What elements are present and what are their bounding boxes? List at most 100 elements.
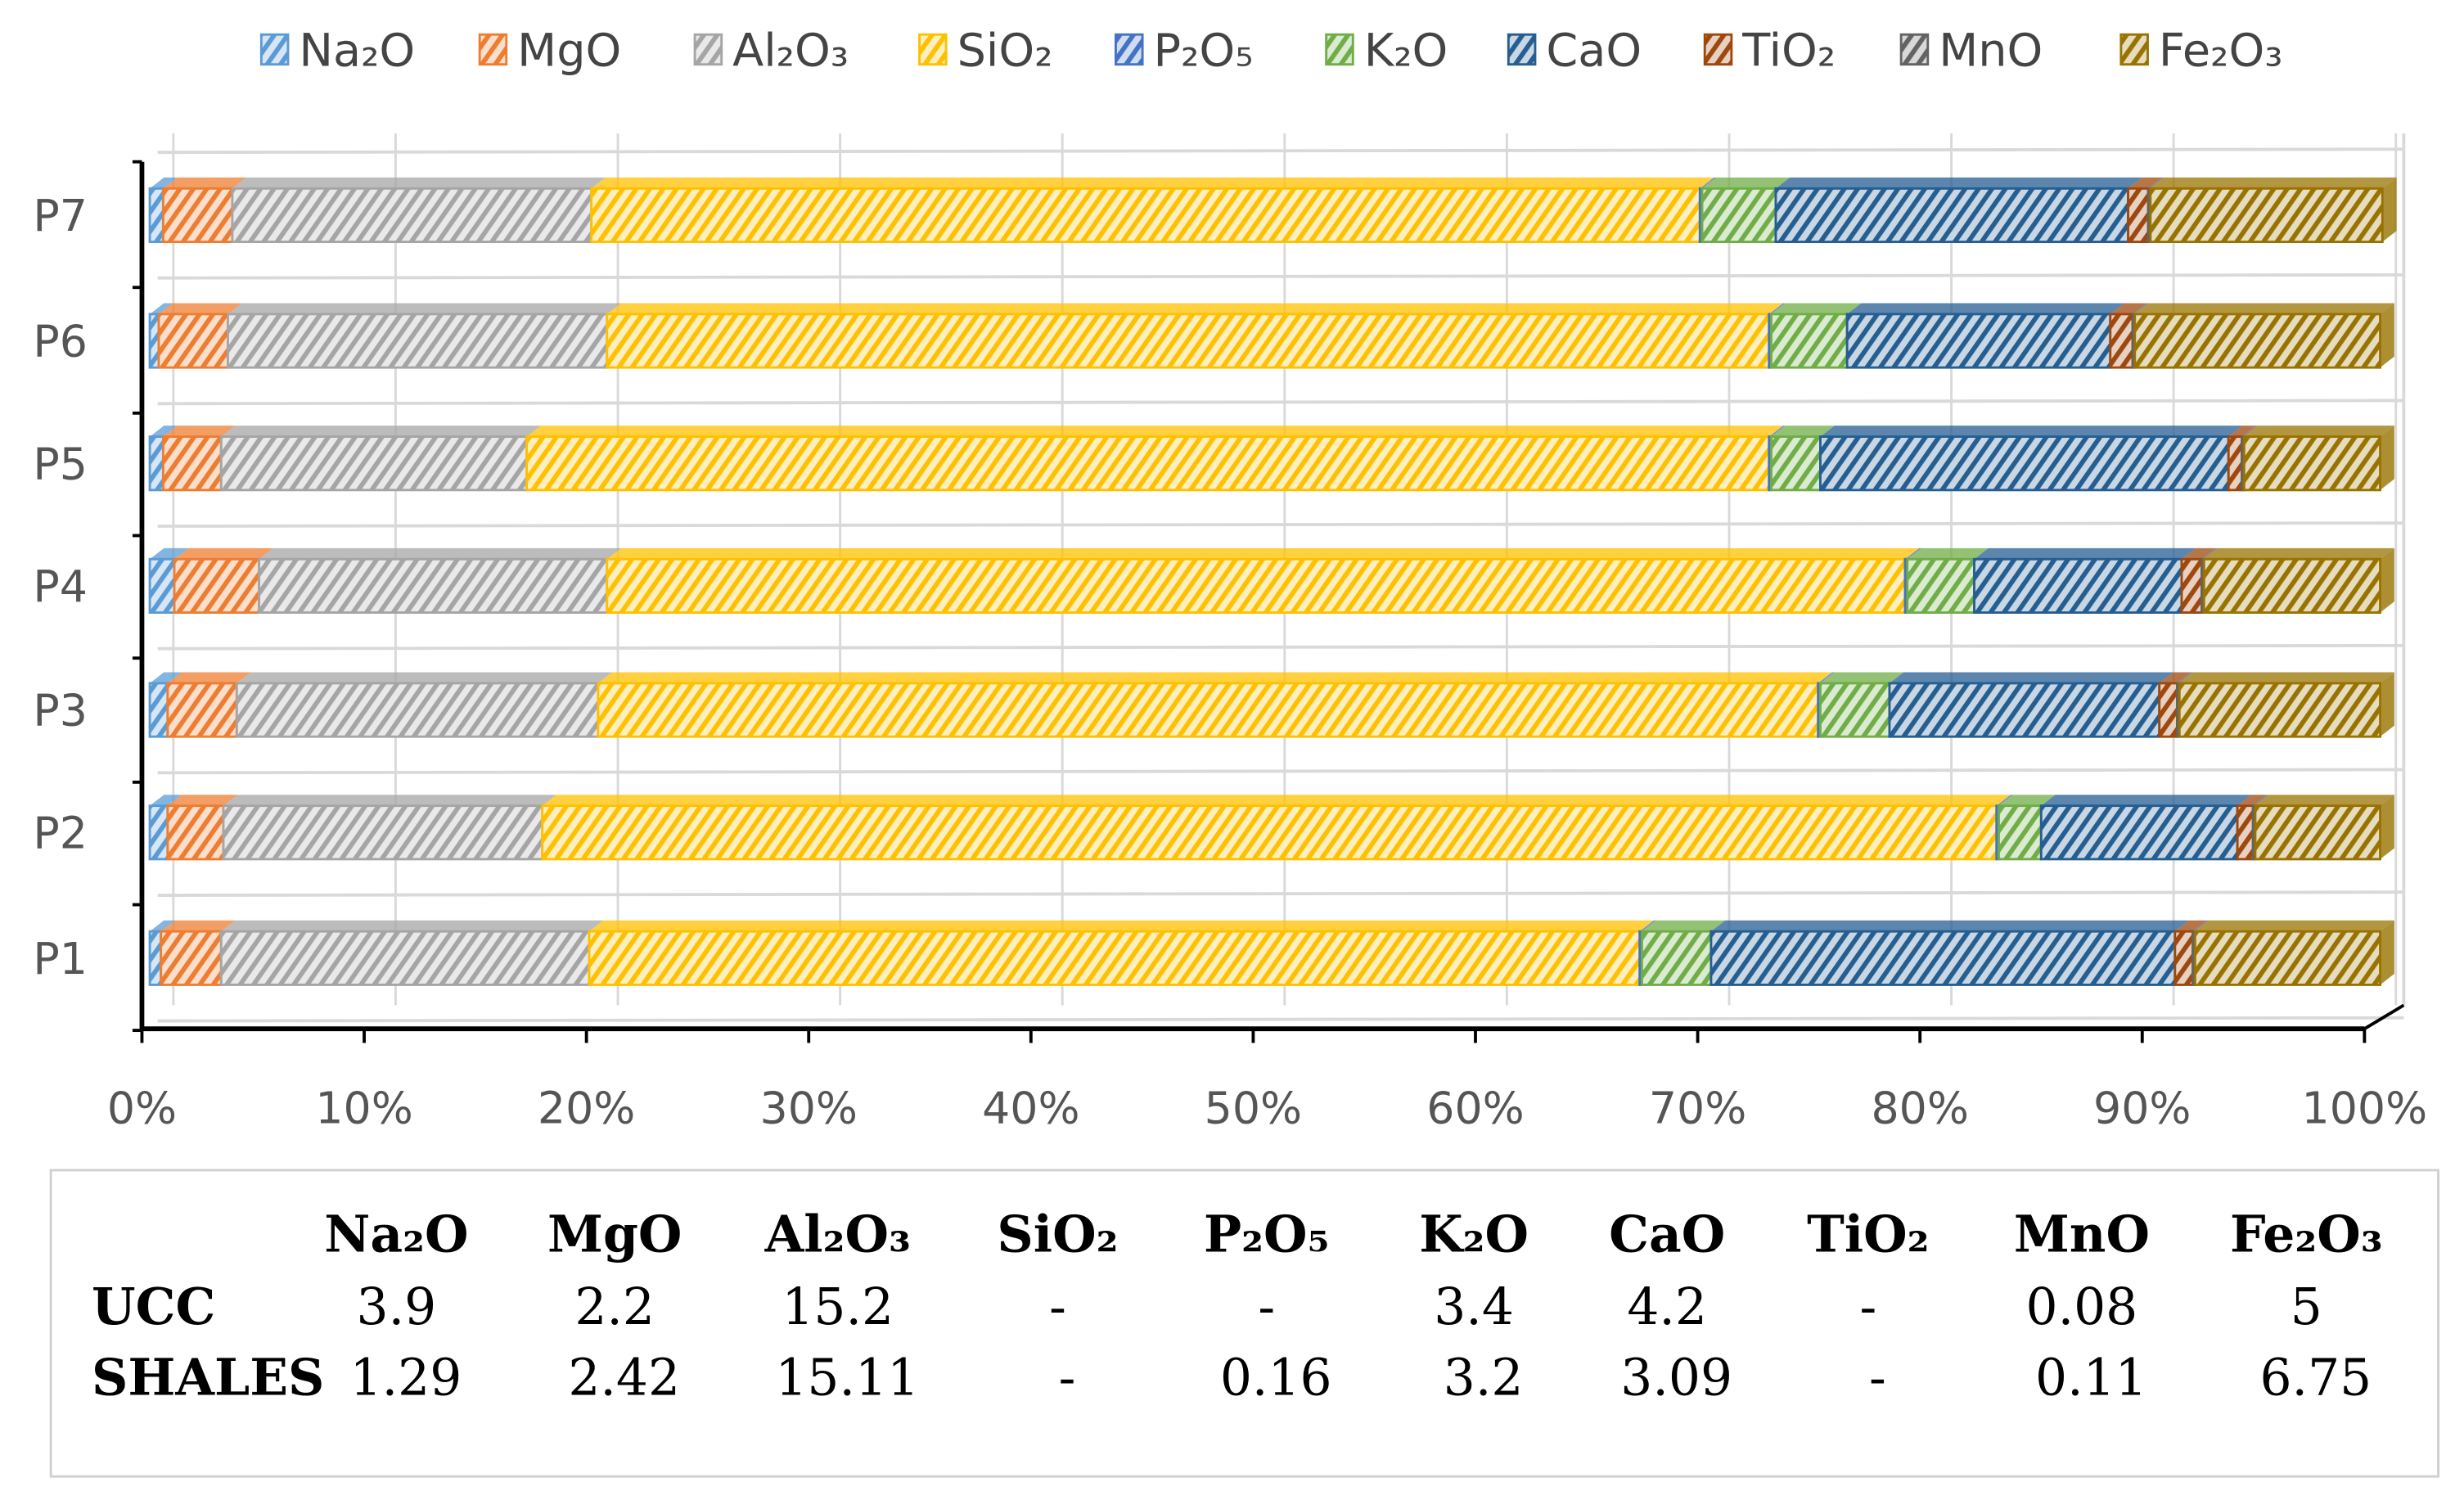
bar-top-P5-1 [163,426,236,437]
reference-table: Na₂O MgO Al₂O₃ SiO₂ P₂O₅ K₂O CaO TiO₂ MnO Fe₂O₃ UC… [49,1169,2440,1478]
bar-segment [541,804,1998,861]
x-tick-label: 10% [315,1082,412,1133]
bar-side [2380,795,2394,859]
bar-segment [2173,930,2195,986]
bar-P7: P7 [33,177,2397,244]
table-cell: 3.2 [1444,1349,1524,1407]
bar-P4: P4 [33,547,2394,614]
table-header: Fe₂O₃ [2230,1205,2383,1264]
bar-top-P6-9 [2134,303,2394,314]
bar-segment [166,682,238,738]
bar-top-P1-1 [160,920,236,932]
bar-top-P2-9 [2255,795,2394,806]
bar-top-P3-2 [236,672,613,683]
table-header: Al₂O₃ [764,1205,911,1264]
bar-segment [1845,313,2112,369]
bar-segment [166,804,225,861]
bar-segment [161,187,234,244]
axes: 0% 10% 20% 30% 40% 50% 60% 70% 80% 90% 100% [107,160,2428,1133]
bar-top-P2-8 [2253,795,2270,806]
bar-top-P5-9 [2244,426,2394,437]
category-label: P7 [33,190,88,241]
legend-item: Na₂O [259,25,415,78]
table-cell: 5 [2291,1278,2322,1336]
bar-top-P7-5 [1702,177,1791,189]
table-cell: - [1059,1349,1076,1407]
bar-top-P2-4 [1996,795,2013,806]
bar-top-P4-0 [150,547,189,560]
bar-top-P6-4 [1768,303,1786,314]
bar-side [2380,303,2394,368]
bar-top-P3-5 [1820,672,1904,683]
bar-top-P3-8 [2177,672,2194,683]
bar-top-P6-6 [1847,303,2125,314]
bar-top-P7-4 [1700,177,1717,189]
bar-top-P1-6 [1710,920,2190,932]
bar-top-P5-7 [2228,426,2256,437]
bar-top-P2-2 [223,795,557,806]
bar-P5: P5 [33,426,2394,492]
bar-top-P3-3 [597,672,1833,683]
bar-top-P1-8 [2192,920,2209,932]
bar-top-P2-6 [2041,795,2252,806]
bar-segment [2039,804,2239,861]
bar-segment [590,187,1701,244]
bar-segment [2242,435,2382,492]
table-cell: 15.11 [775,1349,919,1407]
bar-top-P4-6 [1974,547,2196,560]
legend-item: MgO [478,25,621,78]
gridlines [157,133,2406,1023]
bar-top-P5-4 [1768,426,1786,437]
bar-top-P6-1 [158,303,242,314]
bar-top-P7-1 [163,177,247,189]
category-label: P1 [33,933,88,984]
bar-P2: P2 [33,795,2394,861]
bar-segment [222,804,544,861]
bar-top-P5-6 [1820,426,2243,437]
bar-segment [160,930,223,986]
legend-item: P₂O₅ [1115,25,1254,78]
legend-swatch [2119,33,2149,66]
bar-segment [2254,804,2382,861]
x-tick-label: 60% [1426,1082,1524,1133]
legend-label: SiO₂ [957,25,1053,78]
bar-segment [231,187,593,244]
table-row-label: SHALES [92,1348,324,1407]
table-cell: - [1258,1278,1275,1336]
x-tick-label: 80% [1871,1082,1968,1133]
table-cell: 4.2 [1627,1278,1707,1336]
bar-top-P3-0 [150,672,182,683]
bar-top-P1-7 [2174,920,2207,932]
bar-segment [1819,682,1891,738]
bar-segment [2178,682,2382,738]
bar-top-P4-5 [1907,547,1989,560]
legend-label: P₂O₅ [1154,25,1254,78]
category-label: P4 [33,561,88,612]
legend-swatch [1507,33,1537,66]
table-cell: 0.16 [1220,1349,1332,1407]
table-cell: - [1869,1349,1886,1407]
table-cell: 3.9 [357,1278,437,1336]
category-label: P6 [33,316,88,367]
bar-segment [148,557,176,614]
legend-item: Al₂O₃ [693,25,849,78]
bar-top-P5-0 [150,426,178,437]
x-tick-label: 100% [2302,1082,2428,1133]
bar-segment [227,313,609,369]
bar-top-P2-0 [150,795,182,806]
table-cell: 1.29 [350,1349,462,1407]
bar-top-P4-9 [2204,547,2394,560]
bar-top-P7-0 [150,177,178,189]
gridline-horizontal [157,147,2404,155]
gridline-horizontal [157,768,2404,775]
bar-top-P5-2 [221,426,541,437]
bar-top-P1-0 [150,920,175,932]
bar-top-P5-8 [2241,426,2259,437]
bar-top-P3-4 [1818,672,1835,683]
bar-top-P1-5 [1642,920,1726,932]
gridline-horizontal [157,890,2404,897]
bar-P6: P6 [33,303,2394,369]
bar-top-P7-2 [232,177,606,189]
bar-segment [1640,930,1713,986]
table-header: Na₂O [324,1205,468,1264]
